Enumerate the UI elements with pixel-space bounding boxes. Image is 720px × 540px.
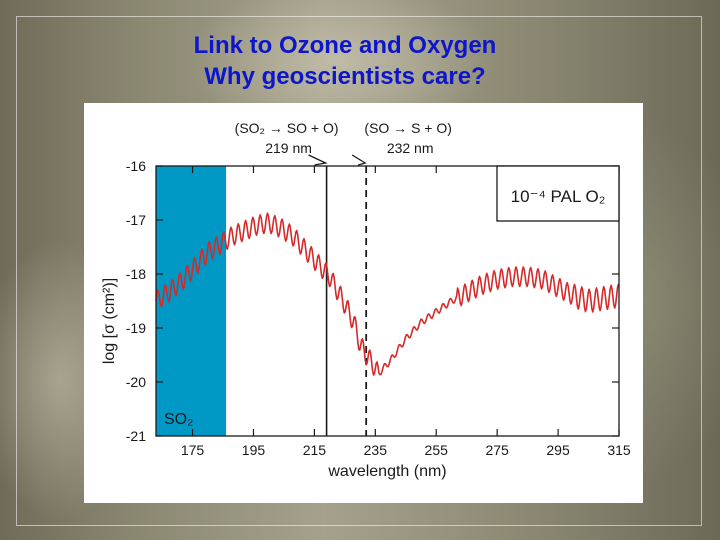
- y-tick-label--18: -18: [126, 266, 146, 282]
- legend-box: [496, 165, 620, 222]
- marker-reaction-label-219nm: (SO₂ → SO + O): [235, 120, 339, 136]
- marker-reaction-label-232nm: (SO → S + O): [364, 120, 452, 136]
- y-tick-label--19: -19: [126, 320, 146, 336]
- marker-pointer-arrow-219nm: [308, 154, 328, 166]
- slide-frame: [16, 16, 702, 526]
- slide-title-line-2: Why geoscientists care?: [204, 63, 486, 90]
- x-axis-label: wavelength (nm): [327, 463, 446, 480]
- x-tick-label-195: 195: [242, 442, 266, 458]
- slide-title-line-1: Link to Ozone and Oxygen: [193, 32, 497, 59]
- marker-wavelength-label-232nm: 232 nm: [387, 140, 434, 156]
- y-tick-label--21: -21: [126, 428, 146, 444]
- x-tick-label-295: 295: [546, 442, 570, 458]
- x-tick-label-255: 255: [425, 442, 449, 458]
- so2-shaded-region: [156, 166, 227, 436]
- plot-frame: [155, 165, 620, 437]
- absorption-cross-section-chart: SO₂ (SO₂ → SO + O) 219 nm (SO → S + O) 232 n…: [101, 120, 631, 480]
- x-tick-label-175: 175: [181, 442, 205, 458]
- y-tick-label--20: -20: [126, 374, 146, 390]
- marker-pointer-arrow-232nm: [351, 154, 367, 166]
- x-tick-label-215: 215: [303, 442, 327, 458]
- so2-region-label: SO₂: [164, 411, 193, 428]
- marker-wavelength-label-219nm: 219 nm: [265, 140, 312, 156]
- chart-figure: SO₂ (SO₂ → SO + O) 219 nm (SO → S + O) 232 n…: [84, 103, 643, 503]
- series-line-0: [155, 212, 620, 376]
- x-tick-label-235: 235: [364, 442, 388, 458]
- y-tick-label--16: -16: [126, 158, 146, 174]
- y-tick-label--17: -17: [126, 212, 146, 228]
- x-tick-label-315: 315: [607, 442, 631, 458]
- x-tick-label-275: 275: [485, 442, 509, 458]
- y-axis-label: log [σ (cm²)]: [101, 278, 118, 364]
- legend-text: 10⁻⁴ PAL O₂: [511, 187, 606, 206]
